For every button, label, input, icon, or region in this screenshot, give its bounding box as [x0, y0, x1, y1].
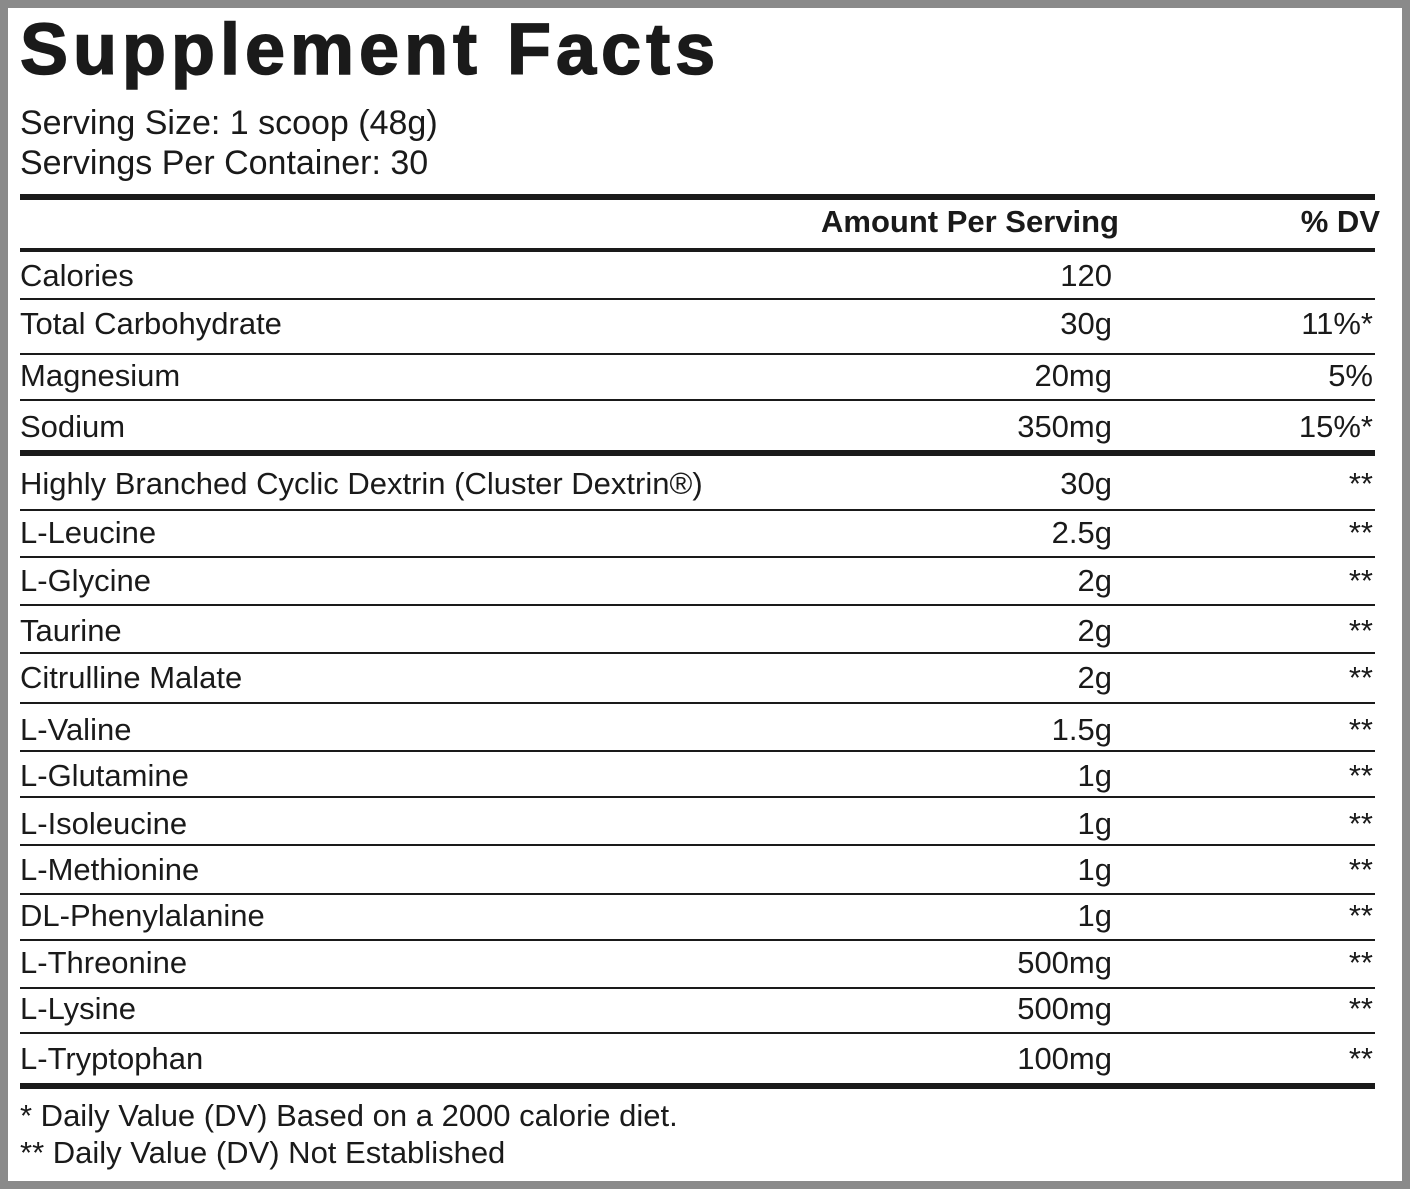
ingredient-name: L-Glycine [20, 563, 151, 598]
ingredient-dv: ** [1348, 852, 1373, 887]
row-divider [20, 702, 1375, 704]
footer-divider [20, 1083, 1375, 1089]
ingredient-amount: 1g [1077, 758, 1112, 793]
ingredient-name: Citrulline Malate [20, 660, 243, 695]
row-divider [20, 399, 1375, 401]
ingredient-amount: 2g [1077, 613, 1112, 648]
ingredient-row-l-leucine: L-Leucine 2.5g ** [20, 513, 1375, 553]
ingredient-dv: ** [1348, 991, 1373, 1026]
row-divider [20, 556, 1375, 558]
footnote-dv-not-established: ** Daily Value (DV) Not Established [20, 1135, 506, 1170]
row-divider [20, 353, 1375, 355]
nutrient-dv: 15%* [1298, 409, 1373, 444]
nutrient-row-sodium: Sodium 350mg 15%* [20, 407, 1375, 447]
footnote-dv-based: * Daily Value (DV) Based on a 2000 calor… [20, 1098, 678, 1133]
ingredient-dv: ** [1348, 806, 1373, 841]
ingredient-row-taurine: Taurine 2g ** [20, 611, 1375, 651]
ingredient-dv: ** [1348, 660, 1373, 695]
row-divider [20, 604, 1375, 606]
nutrient-dv: 5% [1328, 358, 1373, 393]
ingredient-amount: 2g [1077, 660, 1112, 695]
row-divider [20, 652, 1375, 654]
ingredient-amount: 30g [1060, 466, 1112, 501]
nutrient-dv: 11%* [1301, 306, 1373, 341]
ingredient-row-l-glycine: L-Glycine 2g ** [20, 561, 1375, 601]
ingredient-name: L-Tryptophan [20, 1041, 204, 1076]
ingredient-dv: ** [1348, 613, 1373, 648]
row-divider [20, 939, 1375, 941]
ingredient-amount: 100mg [1017, 1041, 1112, 1076]
ingredient-amount: 1g [1077, 806, 1112, 841]
row-divider [20, 298, 1375, 300]
ingredient-name: Taurine [20, 613, 122, 648]
ingredient-dv: ** [1348, 466, 1373, 501]
ingredient-dv: ** [1348, 945, 1373, 980]
row-divider [20, 750, 1375, 752]
ingredient-amount: 1g [1077, 852, 1112, 887]
amount-column-header: Amount Per Serving [821, 204, 1119, 239]
serving-size: Serving Size: 1 scoop (48g) [20, 104, 438, 142]
ingredient-name: Highly Branched Cyclic Dextrin (Cluster … [20, 466, 703, 501]
ingredient-amount: 1.5g [1051, 712, 1112, 747]
ingredient-row-l-valine: L-Valine 1.5g ** [20, 710, 1375, 750]
ingredient-dv: ** [1348, 898, 1373, 933]
nutrient-name: Sodium [20, 409, 126, 444]
ingredient-amount: 500mg [1017, 991, 1112, 1026]
row-divider [20, 987, 1375, 989]
ingredient-amount: 500mg [1017, 945, 1112, 980]
nutrient-name: Calories [20, 258, 134, 293]
label-title: Supplement Facts [19, 10, 721, 90]
ingredient-name: L-Leucine [20, 515, 157, 550]
ingredient-row-l-isoleucine: L-Isoleucine 1g ** [20, 804, 1375, 844]
nutrient-row-total-carbohydrate: Total Carbohydrate 30g 11%* [20, 304, 1375, 344]
ingredient-dv: ** [1348, 712, 1373, 747]
ingredient-amount: 1g [1077, 898, 1112, 933]
ingredient-row-l-glutamine: L-Glutamine 1g ** [20, 756, 1375, 796]
header-divider [20, 194, 1375, 200]
dv-column-header: % DV [1300, 204, 1380, 239]
ingredient-name: L-Methionine [20, 852, 200, 887]
ingredient-name: L-Threonine [20, 945, 188, 980]
ingredient-amount: 2.5g [1051, 515, 1112, 550]
section-divider [20, 450, 1375, 456]
row-divider [20, 1032, 1375, 1034]
row-divider [20, 796, 1375, 798]
ingredient-amount: 2g [1077, 563, 1112, 598]
row-divider [20, 844, 1375, 846]
nutrient-amount: 20mg [1034, 358, 1112, 393]
ingredient-name: DL-Phenylalanine [20, 898, 265, 933]
nutrient-row-calories: Calories 120 [20, 256, 1375, 296]
ingredient-row-l-methionine: L-Methionine 1g ** [20, 850, 1375, 890]
ingredient-dv: ** [1348, 563, 1373, 598]
nutrient-amount: 350mg [1017, 409, 1112, 444]
column-header-divider [20, 248, 1375, 252]
nutrient-name: Total Carbohydrate [20, 306, 282, 341]
ingredient-row-dl-phenylalanine: DL-Phenylalanine 1g ** [20, 896, 1375, 936]
ingredient-dv: ** [1348, 1041, 1373, 1076]
nutrient-amount: 30g [1060, 306, 1112, 341]
ingredient-row-l-lysine: L-Lysine 500mg ** [20, 989, 1375, 1029]
servings-per-container: Servings Per Container: 30 [20, 144, 429, 182]
nutrient-name: Magnesium [20, 358, 181, 393]
nutrient-row-magnesium: Magnesium 20mg 5% [20, 356, 1375, 396]
nutrient-amount: 120 [1060, 258, 1112, 293]
ingredient-name: L-Valine [20, 712, 132, 747]
row-divider [20, 893, 1375, 895]
ingredient-name: L-Lysine [20, 991, 137, 1026]
ingredient-dv: ** [1348, 758, 1373, 793]
ingredient-row-l-threonine: L-Threonine 500mg ** [20, 943, 1375, 983]
ingredient-dv: ** [1348, 515, 1373, 550]
row-divider [20, 509, 1375, 511]
ingredient-row-citrulline-malate: Citrulline Malate 2g ** [20, 658, 1375, 698]
ingredient-name: L-Isoleucine [20, 806, 188, 841]
ingredient-row-cluster-dextrin: Highly Branched Cyclic Dextrin (Cluster … [20, 464, 1375, 504]
ingredient-row-l-tryptophan: L-Tryptophan 100mg ** [20, 1039, 1375, 1079]
ingredient-name: L-Glutamine [20, 758, 189, 793]
